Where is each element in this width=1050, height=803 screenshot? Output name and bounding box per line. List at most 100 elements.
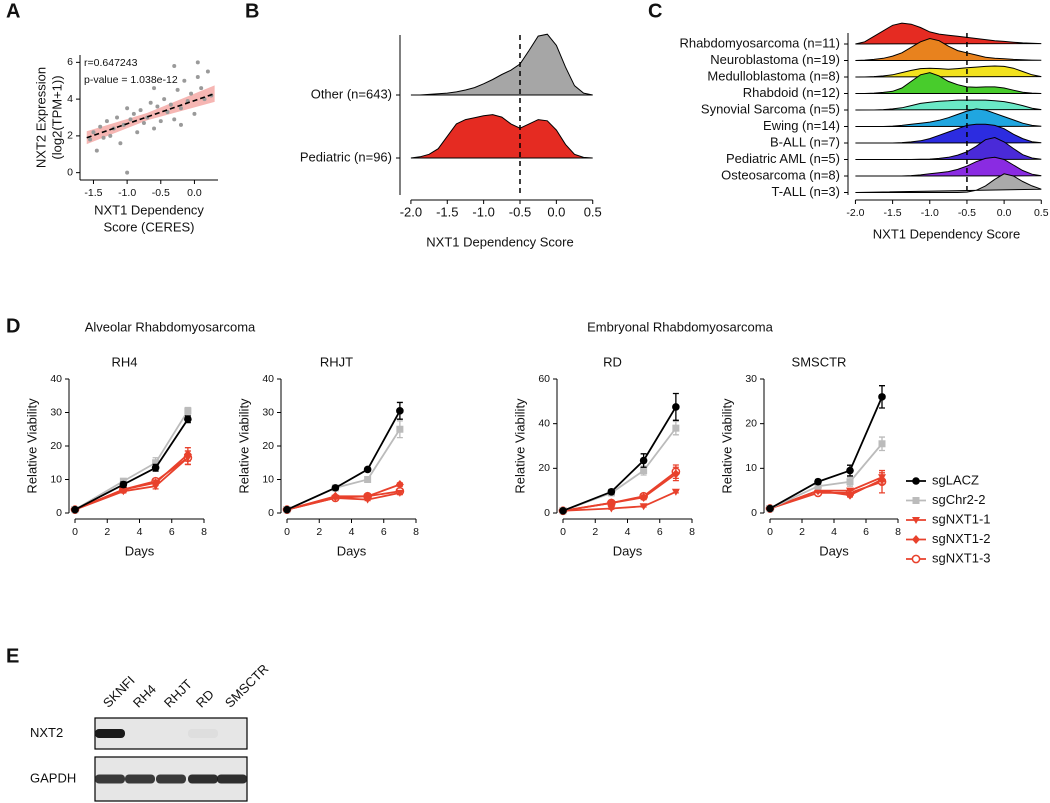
line (562, 406, 677, 512)
category-label: Osteosarcoma (n=8) (721, 167, 840, 182)
line (562, 473, 677, 512)
point (118, 141, 123, 146)
annotation: p-value = 1.038e-12 (84, 74, 178, 86)
marker (331, 494, 340, 502)
marker (639, 492, 648, 502)
line (74, 457, 189, 511)
marker (846, 466, 854, 475)
x-tick-label: -1.0 (921, 207, 939, 219)
marker (183, 454, 192, 462)
legend-label: sgChr2-2 (932, 492, 985, 507)
panel-label: D (6, 315, 20, 337)
density (855, 99, 1042, 111)
marker (878, 474, 886, 482)
marker (151, 483, 160, 491)
y-axis-label: (log2(TPM+1)) (49, 75, 64, 159)
category-label: Synovial Sarcoma (n=5) (701, 101, 840, 116)
point (178, 122, 183, 127)
marker (395, 489, 404, 497)
row-label: GAPDH (30, 770, 76, 785)
y-tick-label: 20 (262, 440, 274, 452)
panel-label: A (6, 0, 20, 22)
density (855, 173, 1042, 193)
point (205, 69, 210, 74)
band (156, 729, 186, 738)
y-axis-label: Relative Viability (24, 398, 39, 494)
legend-label: sgNXT1-2 (932, 531, 991, 546)
line (74, 418, 189, 511)
y-tick-label: 40 (262, 373, 274, 385)
category-label: Rhabdoid (n=12) (743, 85, 840, 100)
marker (396, 425, 404, 433)
marker (846, 478, 854, 486)
y-tick-label: 4 (67, 93, 73, 105)
category-label: Medulloblastoma (n=8) (707, 68, 840, 83)
x-tick-label: 0.5 (1034, 207, 1049, 219)
x-axis-label: NXT1 Dependency Score (873, 226, 1020, 241)
y-tick-label: 30 (745, 373, 757, 385)
point (172, 64, 177, 69)
x-tick-label: 6 (169, 526, 175, 538)
line (769, 476, 883, 510)
x-tick-label: -0.5 (509, 204, 531, 219)
marker (184, 407, 192, 415)
legend-marker (912, 477, 920, 485)
y-tick-label: 10 (262, 473, 274, 485)
band (125, 774, 155, 784)
y-tick-label: 20 (745, 417, 757, 429)
y-axis-label: Relative Viability (719, 398, 734, 494)
panel-label: C (648, 0, 662, 22)
point (199, 86, 204, 91)
point (168, 102, 173, 107)
y-axis-label: Relative Viability (512, 398, 527, 494)
row-label: NXT2 (30, 725, 63, 740)
point (172, 117, 177, 122)
point (135, 130, 140, 135)
x-tick-label: 0 (72, 526, 78, 538)
lane-label: RHJT (161, 676, 195, 710)
legend-marker (912, 517, 920, 524)
x-tick-label: 2 (104, 526, 110, 538)
x-tick-label: 8 (413, 526, 419, 538)
point (155, 104, 160, 109)
point (128, 117, 133, 122)
category-label: Ewing (n=14) (763, 118, 840, 133)
line (769, 443, 883, 510)
marker (640, 467, 648, 475)
marker (283, 505, 291, 514)
point (98, 124, 103, 129)
point (141, 121, 146, 126)
marker (672, 424, 680, 432)
y-axis-label: NXT2 Expression (33, 67, 48, 168)
density (855, 72, 1042, 94)
point (108, 133, 113, 138)
point (115, 115, 120, 120)
density (855, 65, 1042, 78)
marker (607, 498, 616, 508)
band (217, 774, 247, 784)
subplot-title: RHJT (320, 354, 353, 369)
density (855, 156, 1042, 177)
marker (363, 465, 372, 474)
group-title: Alveolar Rhabdomyosarcoma (85, 319, 256, 334)
y-tick-label: 40 (538, 417, 550, 429)
x-tick-label: 0.5 (584, 204, 602, 219)
y-tick-label: 0 (268, 507, 274, 519)
x-tick-label: 8 (689, 526, 695, 538)
marker (814, 477, 822, 486)
category-label: B-ALL (n=7) (770, 134, 840, 149)
point (178, 106, 183, 111)
x-axis-label: Days (819, 543, 849, 558)
x-tick-label: 6 (657, 526, 663, 538)
y-tick-label: 0 (56, 507, 62, 519)
marker (607, 487, 616, 496)
x-axis-label: Days (337, 543, 367, 558)
x-tick-label: 4 (625, 526, 631, 538)
x-tick-label: -1.0 (472, 204, 494, 219)
point (104, 119, 109, 124)
panel-label: E (6, 645, 19, 667)
marker (671, 488, 680, 496)
y-tick-label: 60 (538, 373, 550, 385)
category-label: Other (n=643) (311, 86, 392, 101)
band (188, 729, 218, 738)
